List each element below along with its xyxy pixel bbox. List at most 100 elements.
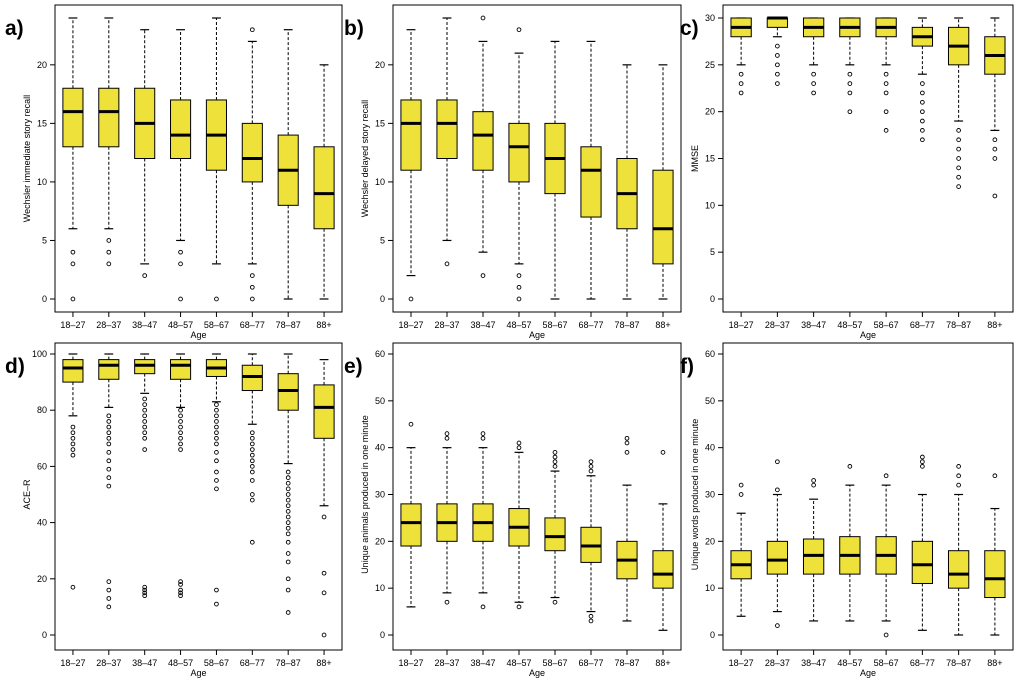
y-tick-label: 20 — [375, 60, 385, 70]
outlier-point — [178, 261, 183, 267]
outlier-point — [285, 520, 291, 525]
outlier-point — [992, 193, 998, 199]
y-tick-label: 0 — [42, 630, 47, 640]
outlier-point — [178, 296, 183, 302]
outlier-point — [249, 284, 255, 290]
outlier-point — [920, 459, 925, 465]
outlier-point — [883, 128, 889, 133]
outlier-point — [285, 469, 291, 475]
x-tick-label: 48–57 — [168, 320, 193, 330]
box-2 — [436, 17, 458, 267]
outlier-point — [811, 482, 816, 488]
outlier-point — [142, 587, 148, 593]
x-tick-label: 88+ — [655, 658, 670, 668]
outlier-point — [588, 618, 594, 624]
y-tick-label: 30 — [705, 490, 715, 500]
iqr-box — [400, 99, 422, 171]
outlier-point — [321, 514, 327, 520]
iqr-box — [241, 122, 263, 183]
y-tick-label: 20 — [705, 107, 715, 117]
outlier-point — [738, 492, 744, 497]
y-tick-label: 50 — [375, 396, 385, 406]
outlier-point — [516, 284, 522, 290]
x-tick-label: 68–77 — [910, 658, 935, 668]
box-2 — [98, 17, 120, 267]
y-axis-title: Wechsler delayed story recall — [360, 100, 370, 217]
outlier-point — [106, 450, 112, 455]
y-tick-label: 10 — [375, 583, 385, 593]
plot-frame — [722, 342, 1014, 651]
outlier-point — [811, 81, 816, 86]
y-axis-title: Wechsler immediate story recall — [22, 95, 32, 222]
y-tick-label: 15 — [705, 154, 715, 164]
x-tick-label: 88+ — [655, 320, 670, 330]
outlier-point — [624, 435, 630, 441]
outlier-point — [214, 407, 219, 413]
outlier-point — [775, 71, 780, 77]
outlier-point — [516, 445, 522, 451]
y-tick-label: 20 — [705, 536, 715, 546]
x-tick-label: 78–87 — [614, 658, 639, 668]
x-tick-label: 58–67 — [874, 320, 899, 330]
outlier-point — [444, 435, 450, 441]
y-tick-label: 0 — [380, 294, 385, 304]
outlier-point — [106, 483, 112, 489]
panel-label: e) — [344, 355, 363, 378]
outlier-point — [249, 464, 255, 469]
outlier-point — [883, 473, 889, 479]
x-tick-label: 28–37 — [96, 320, 121, 330]
box-8 — [652, 64, 674, 300]
outlier-point — [285, 492, 291, 497]
outlier-point — [70, 296, 76, 302]
x-tick-label: 18–27 — [60, 658, 85, 668]
outlier-point — [178, 579, 183, 584]
x-tick-label: 38–47 — [801, 320, 826, 330]
box-5 — [544, 40, 566, 300]
panel-a: a) 0 5 10 15 20 Wechsler immediate story recal… — [5, 4, 343, 340]
x-tick-label: 38–47 — [470, 320, 495, 330]
outlier-point — [285, 539, 291, 545]
x-tick-label: 88+ — [316, 320, 331, 330]
outlier-point — [142, 407, 148, 413]
x-tick-label: 48–57 — [837, 320, 862, 330]
box-7 — [947, 17, 970, 189]
outlier-point — [811, 90, 816, 96]
y-tick-label: 0 — [710, 630, 715, 640]
box-6 — [911, 17, 934, 143]
outlier-point — [285, 475, 291, 480]
outlier-point — [214, 441, 219, 447]
box-1 — [62, 17, 84, 302]
outlier-point — [883, 90, 889, 96]
outlier-point — [516, 296, 522, 302]
panel-label: a) — [5, 17, 24, 40]
outlier-point — [214, 402, 219, 407]
y-tick-label: 15 — [375, 118, 385, 128]
x-tick-label: 28–37 — [765, 658, 790, 668]
y-tick-label: 10 — [705, 200, 715, 210]
iqr-box — [652, 550, 674, 589]
x-tick-label: 38–47 — [470, 658, 495, 668]
plot-frame — [722, 4, 1014, 313]
y-tick-label: 20 — [37, 574, 47, 584]
outlier-point — [214, 587, 219, 593]
outlier-point — [249, 458, 255, 464]
iqr-box — [436, 99, 458, 160]
outlier-point — [480, 604, 486, 610]
outlier-point — [285, 525, 291, 531]
box-5 — [205, 353, 227, 607]
outlier-point — [992, 137, 998, 143]
x-tick-label: 78–87 — [614, 320, 639, 330]
iqr-box — [400, 503, 422, 547]
outlier-point — [214, 469, 219, 475]
outlier-point — [106, 435, 112, 441]
outlier-point — [142, 273, 148, 278]
outlier-point — [775, 53, 780, 58]
outlier-point — [775, 43, 780, 49]
outlier-point — [106, 261, 112, 267]
outlier-point — [70, 452, 76, 458]
outlier-point — [956, 146, 961, 152]
outlier-point — [249, 441, 255, 447]
panel-f: f) 0 10 20 30 40 50 60 Unique words produced in … — [680, 342, 1014, 678]
outlier-point — [214, 430, 219, 436]
outlier-point — [106, 458, 112, 464]
